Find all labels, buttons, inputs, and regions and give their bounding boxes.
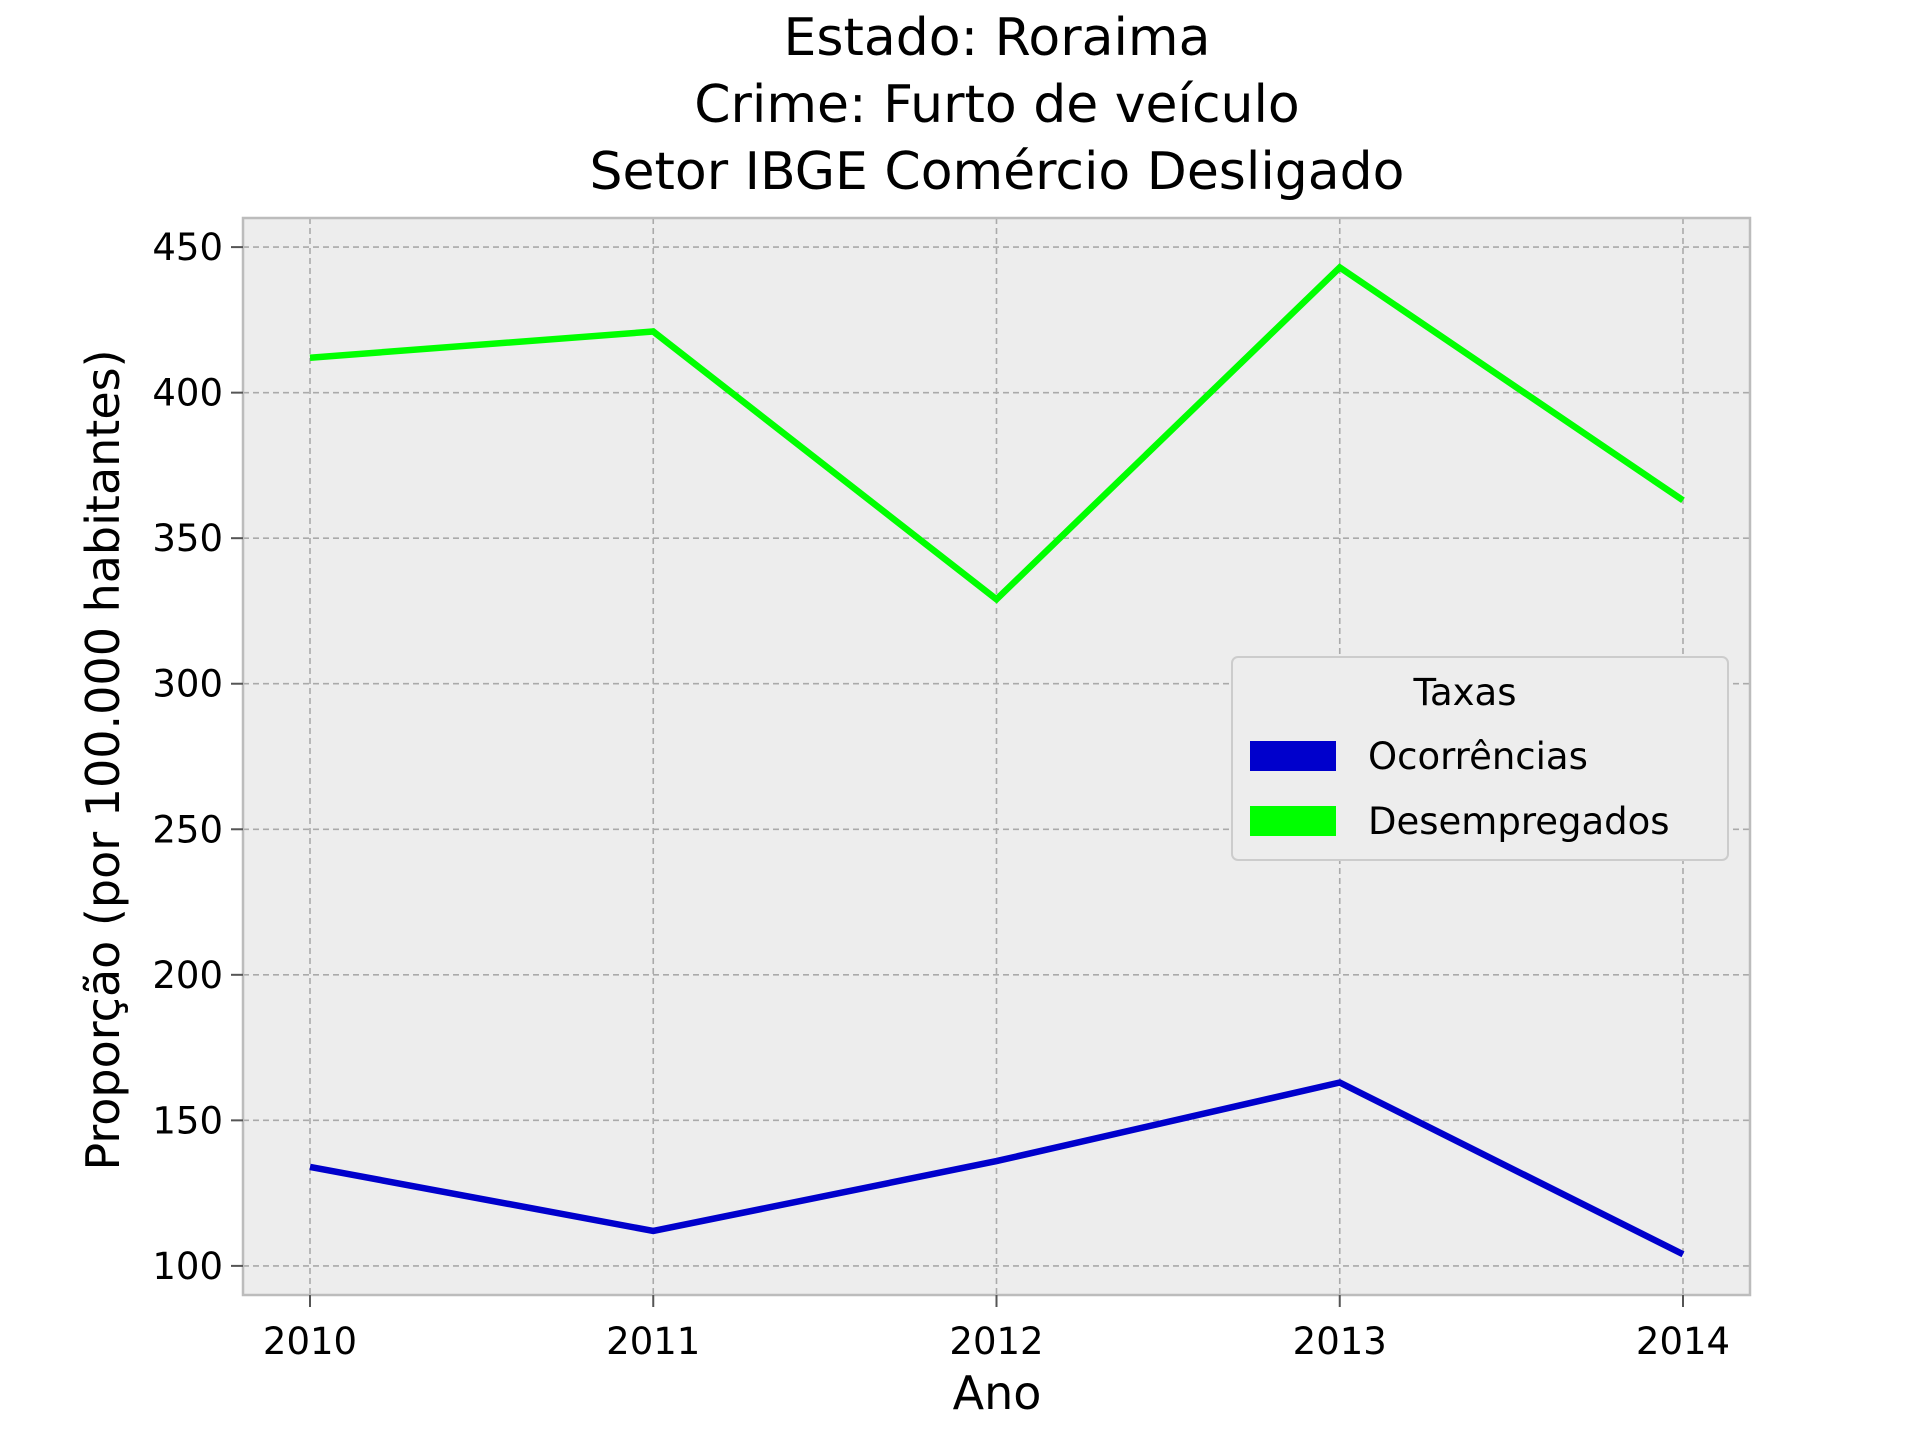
y-tick-label: 300 xyxy=(152,663,223,706)
chart-title-line-2: Crime: Furto de veículo xyxy=(694,75,1300,135)
chart-title: Estado: Roraima Crime: Furto de veículo … xyxy=(590,8,1405,202)
legend-swatch-desempregados xyxy=(1250,806,1336,836)
legend-label-desempregados: Desempregados xyxy=(1368,800,1670,843)
x-tick-label: 2013 xyxy=(1293,1320,1387,1363)
y-tick-label: 400 xyxy=(152,372,223,415)
ticks: 2010 2011 2012 2013 2014 100 150 200 250 300 350 40… xyxy=(152,226,1730,1363)
y-tick-label: 350 xyxy=(152,517,223,560)
series-line-desempregados xyxy=(309,263,1685,604)
legend-frame xyxy=(1231,656,1729,861)
y-tick-label: 450 xyxy=(152,226,223,269)
legend-title: Taxas xyxy=(1413,671,1517,714)
y-tick-label: 150 xyxy=(152,1099,223,1142)
chart-title-line-3: Setor IBGE Comércio Desligado xyxy=(590,142,1405,202)
y-axis-label: Proporção (por 100.000 habitantes) xyxy=(76,349,130,1170)
y-tick-label: 250 xyxy=(152,808,223,851)
legend-swatch-ocorrencias xyxy=(1250,741,1336,771)
x-tick-label: 2014 xyxy=(1636,1320,1730,1363)
y-tick-label: 200 xyxy=(152,954,223,997)
legend-label-ocorrencias: Ocorrências xyxy=(1368,735,1588,778)
x-tick-label: 2012 xyxy=(949,1320,1043,1363)
y-tick-label: 100 xyxy=(152,1245,223,1288)
x-axis-label: Ano xyxy=(953,1366,1042,1420)
x-tick-label: 2010 xyxy=(263,1320,357,1363)
legend: Taxas Ocorrências Desempregados xyxy=(1231,656,1729,861)
grid xyxy=(243,218,1750,1295)
series-lines xyxy=(309,263,1685,1258)
chart-title-line-1: Estado: Roraima xyxy=(784,8,1211,68)
series-line-ocorrencias xyxy=(309,1079,1685,1258)
x-tick-label: 2011 xyxy=(606,1320,700,1363)
